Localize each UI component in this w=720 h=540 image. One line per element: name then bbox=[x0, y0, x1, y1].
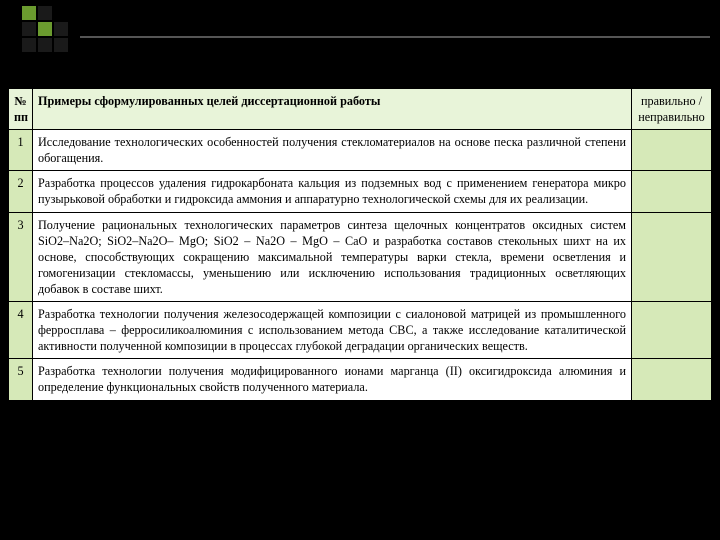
row-num: 5 bbox=[9, 359, 33, 400]
row-mark bbox=[632, 171, 712, 212]
row-mark bbox=[632, 302, 712, 359]
row-text: Разработка процессов удаления гидрокарбо… bbox=[33, 171, 632, 212]
goals-table-wrap: № пп Примеры сформулированных целей дисс… bbox=[8, 88, 712, 401]
row-text: Разработка технологии получения модифици… bbox=[33, 359, 632, 400]
table-row: 5Разработка технологии получения модифиц… bbox=[9, 359, 712, 400]
row-mark bbox=[632, 359, 712, 400]
row-mark bbox=[632, 212, 712, 301]
row-num: 1 bbox=[9, 130, 33, 171]
divider bbox=[80, 36, 710, 38]
table-body: 1Исследование технологических особенност… bbox=[9, 130, 712, 400]
col-header-mark: правильно / неправильно bbox=[632, 89, 712, 130]
row-text: Получение рациональных технологических п… bbox=[33, 212, 632, 301]
table-row: 2Разработка процессов удаления гидрокарб… bbox=[9, 171, 712, 212]
table-row: 4Разработка технологии получения железос… bbox=[9, 302, 712, 359]
row-num: 3 bbox=[9, 212, 33, 301]
row-num: 2 bbox=[9, 171, 33, 212]
table-row: 1Исследование технологических особенност… bbox=[9, 130, 712, 171]
goals-table: № пп Примеры сформулированных целей дисс… bbox=[8, 88, 712, 401]
table-row: 3Получение рациональных технологических … bbox=[9, 212, 712, 301]
table-header-row: № пп Примеры сформулированных целей дисс… bbox=[9, 89, 712, 130]
col-header-num: № пп bbox=[9, 89, 33, 130]
logo-icon bbox=[22, 6, 70, 54]
row-mark bbox=[632, 130, 712, 171]
row-text: Разработка технологии получения железосо… bbox=[33, 302, 632, 359]
col-header-text: Примеры сформулированных целей диссертац… bbox=[33, 89, 632, 130]
row-num: 4 bbox=[9, 302, 33, 359]
row-text: Исследование технологических особенносте… bbox=[33, 130, 632, 171]
